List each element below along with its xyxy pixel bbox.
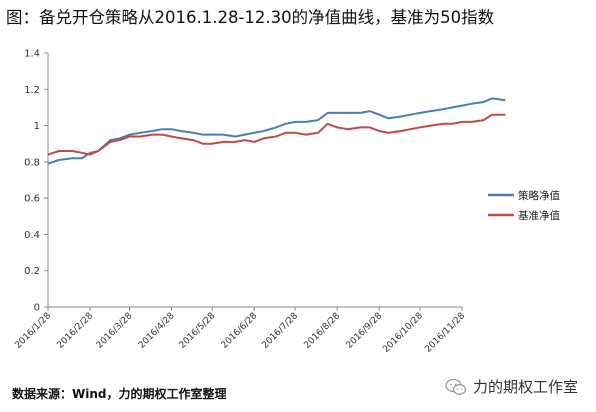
x-tick-label: 2016/4/28 (137, 311, 177, 351)
x-tick-label: 2016/10/28 (381, 311, 425, 355)
y-tick-label: 1.2 (24, 85, 40, 96)
legend-label: 基准净值 (518, 209, 560, 222)
series-line-1 (47, 97, 506, 165)
watermark-text: 力的期权工作室 (472, 378, 578, 396)
y-tick-label: 0.6 (24, 194, 40, 205)
y-tick-label: 0.4 (24, 230, 40, 241)
x-tick-label: 2016/5/28 (178, 311, 218, 351)
wechat-logo-icon (445, 378, 467, 395)
x-tick-label: 2016/11/28 (423, 311, 467, 355)
x-tick-label: 2016/1/28 (13, 311, 53, 351)
y-tick-label: 1.4 (24, 49, 40, 60)
x-tick-label: 2016/8/28 (303, 311, 343, 351)
x-tick-label: 2016/9/28 (345, 311, 385, 351)
x-tick-label: 2016/3/28 (95, 311, 135, 351)
legend-label: 策略净值 (518, 189, 560, 202)
series-layer (47, 97, 506, 165)
watermark: 力的期权工作室 (445, 376, 578, 397)
y-tick-label: 0 (34, 303, 40, 314)
data-source-note: 数据来源：Wind，力的期权工作室整理 (12, 387, 227, 401)
series-line-2 (47, 113, 506, 156)
x-tick-label: 2016/7/28 (260, 311, 300, 351)
x-axis: 2016/1/28 2016/2/28 2016/3/28 2016/4/28 2016… (13, 306, 467, 355)
chart-title: 图：备兑开仓策略从2016.1.28-12.30的净值曲线，基准为50指数 (6, 8, 495, 27)
x-tick-label: 2016/6/28 (220, 311, 260, 351)
y-axis: 0 0.2 0.4 0.6 0.8 1 1.2 1.4 (24, 49, 49, 314)
y-tick-label: 0.2 (24, 266, 40, 277)
y-tick-label: 1 (34, 121, 40, 132)
y-tick-label: 0.8 (24, 157, 40, 168)
x-tick-label: 2016/2/28 (55, 311, 95, 351)
